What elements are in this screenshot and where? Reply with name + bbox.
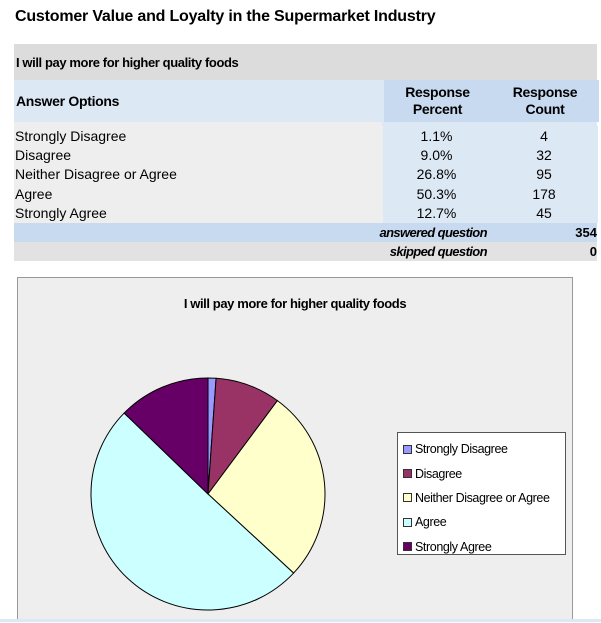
legend-swatch: [403, 517, 412, 527]
response-percent: 26.8%: [383, 164, 490, 185]
legend-item: Neither Disagree or Agree: [398, 486, 565, 510]
response-count: 32: [490, 145, 598, 165]
legend-label: Strongly Agree: [415, 539, 492, 554]
table-header: Answer Options Response Percent Response C…: [14, 80, 599, 122]
pie-slice-strongly-agree: [123, 377, 209, 496]
pie-slice-neither-disagree-or-agree: [207, 399, 326, 574]
table-row: Agree 50.3% 178: [14, 184, 598, 204]
answer-option: Neither Disagree or Agree: [14, 164, 383, 185]
answer-option: Strongly Agree: [14, 203, 383, 223]
answered-question-value: 354: [575, 224, 597, 240]
table-row: Strongly Disagree 1.1% 4: [14, 126, 598, 146]
pie-chart-area: I will pay more for higher quality foods…: [17, 277, 573, 622]
survey-results-table: I will pay more for higher quality foods…: [14, 44, 599, 261]
answer-option: Disagree: [14, 145, 383, 165]
page-title: Customer Value and Loyalty in the Superm…: [15, 8, 436, 25]
response-count: 4: [490, 126, 598, 146]
bottom-divider: [0, 619, 601, 622]
pie-slice-agree: [90, 412, 295, 611]
response-percent: 12.7%: [383, 203, 490, 223]
response-count: 95: [490, 164, 598, 185]
legend-item: Agree: [398, 510, 565, 534]
legend-swatch: [403, 493, 412, 503]
pie-chart: [90, 377, 326, 611]
legend-swatch: [403, 469, 412, 479]
header-response-percent: Response Percent: [384, 80, 491, 122]
question-title: I will pay more for higher quality foods: [14, 44, 597, 80]
legend-label: Disagree: [415, 466, 462, 481]
response-percent: 9.0%: [383, 145, 490, 165]
answered-question-row: answered question 354: [14, 222, 597, 242]
table-row: Disagree 9.0% 32: [14, 145, 598, 165]
legend-swatch: [403, 444, 412, 454]
table-row: Neither Disagree or Agree 26.8% 95: [14, 164, 598, 185]
header-percent-line2: Percent: [412, 101, 463, 117]
legend-item: Strongly Agree: [398, 535, 565, 559]
response-count: 178: [490, 184, 598, 204]
skipped-question-label: skipped question: [389, 243, 488, 259]
response-percent: 1.1%: [383, 126, 490, 146]
chart-title: I will pay more for higher quality foods: [183, 296, 407, 311]
response-percent: 50.3%: [383, 184, 490, 204]
legend-label: Neither Disagree or Agree: [415, 490, 550, 505]
header-response-count: Response Count: [491, 80, 599, 122]
skipped-question-row: skipped question 0: [14, 241, 597, 261]
response-count: 45: [490, 203, 598, 223]
chart-legend: Strongly Disagree Disagree Neither Disagre…: [397, 432, 566, 555]
legend-swatch: [403, 542, 412, 552]
legend-item: Strongly Disagree: [398, 437, 565, 461]
header-percent-line1: Response: [405, 84, 470, 100]
header-count-line2: Count: [525, 101, 565, 117]
answer-option: Agree: [14, 184, 383, 204]
legend-item: Disagree: [398, 461, 565, 485]
header-answer-options: Answer Options: [14, 80, 384, 122]
answered-question-label: answered question: [379, 224, 487, 240]
table-row: Strongly Agree 12.7% 45: [14, 203, 598, 223]
header-count-line1: Response: [512, 84, 578, 100]
legend-label: Strongly Disagree: [415, 442, 508, 457]
legend-label: Agree: [415, 515, 447, 530]
table-body: Strongly Disagree 1.1% 4 Disagree 9.0% 3…: [14, 122, 598, 223]
answer-option: Strongly Disagree: [14, 126, 383, 146]
skipped-question-value: 0: [589, 243, 597, 259]
